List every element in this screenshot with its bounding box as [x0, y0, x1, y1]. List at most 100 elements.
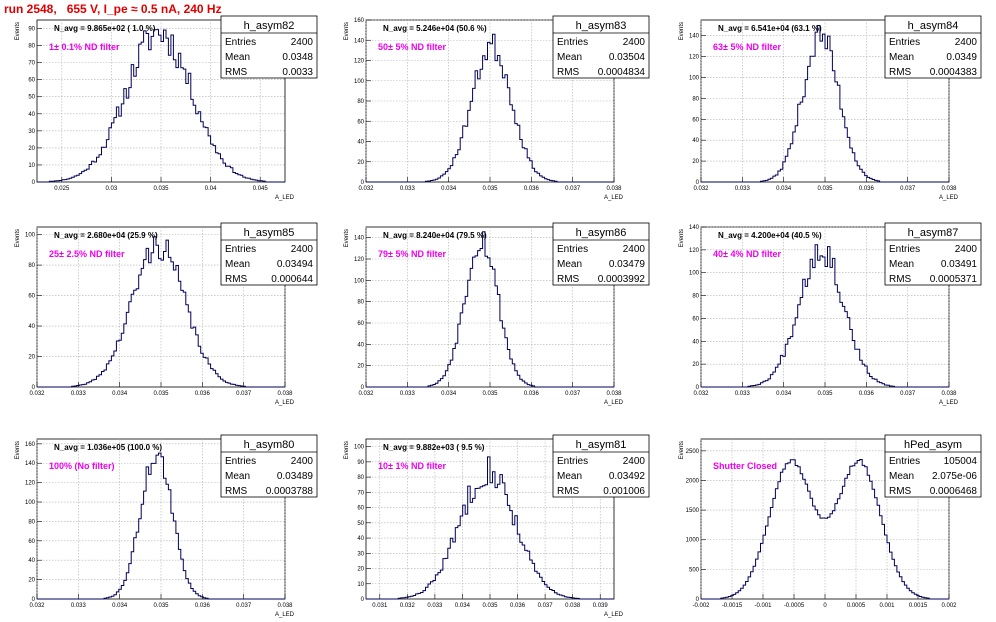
x-tick-label: 0.04	[205, 186, 217, 192]
x-axis-title: A_LED	[604, 195, 624, 201]
y-tick-label: 20	[357, 567, 364, 573]
x-tick-label: 0.035	[482, 391, 498, 397]
y-tick-label: 30	[28, 129, 35, 135]
histogram-h_asym83: 0.032 0.033 0.034 0.035 0.036 0.037 0.038 0 20 40…	[344, 15, 650, 201]
stats-mean-label: Mean	[557, 259, 582, 270]
histogram-trace	[37, 452, 285, 600]
y-tick-label: 10	[357, 582, 364, 588]
stats-rms-value: 0.0033	[282, 67, 313, 78]
stats-mean-value: 0.0349	[946, 52, 977, 63]
y-tick-label: 100	[25, 233, 36, 239]
stats-mean-value: 0.03489	[277, 471, 314, 482]
navg-label: N_avg = 5.246e+04 (50.6 %)	[383, 24, 487, 33]
x-tick-label: 0.037	[565, 186, 581, 192]
y-tick-label: 2500	[686, 449, 700, 455]
y-tick-label: 70	[357, 490, 364, 496]
y-tick-label: 100	[354, 278, 365, 284]
x-tick-label: 0.038	[277, 603, 293, 609]
x-tick-label: 0.035	[817, 186, 833, 192]
y-axis-title: Events	[679, 22, 685, 40]
stats-rms-label: RMS	[557, 486, 580, 497]
stats-entries-value: 2400	[955, 37, 978, 48]
x-tick-label: -0.0005	[784, 603, 805, 609]
y-tick-label: 40	[28, 112, 35, 118]
stats-rms-value: 0.000644	[271, 274, 313, 285]
x-tick-label: 0.0015	[909, 603, 928, 609]
stats-entries-value: 2400	[623, 244, 646, 255]
stats-entries-value: 2400	[291, 37, 314, 48]
x-tick-label: 0.035	[817, 391, 833, 397]
stats-mean-value: 0.03492	[609, 471, 646, 482]
x-tick-label: 0.035	[482, 186, 498, 192]
y-tick-label: 120	[689, 248, 700, 254]
x-tick-label: 0.032	[400, 603, 416, 609]
filter-label: 1± 0.1% ND filter	[49, 42, 120, 52]
y-tick-label: 140	[689, 225, 700, 231]
x-tick-label: 0.035	[153, 186, 169, 192]
y-tick-label: 100	[354, 445, 365, 451]
stats-box	[552, 15, 650, 79]
stats-rms-value: 0.0003788	[266, 486, 314, 497]
x-tick-label: 0.0005	[847, 603, 866, 609]
stats-box-title: h_asym85	[244, 227, 295, 239]
y-tick-label: 60	[692, 117, 699, 123]
y-tick-label: 100	[25, 500, 36, 506]
stats-rms-label: RMS	[889, 67, 912, 78]
stats-mean-label: Mean	[225, 52, 250, 63]
y-tick-label: 140	[25, 461, 36, 467]
y-tick-label: 2000	[686, 478, 700, 484]
stats-box-title: h_asym84	[908, 20, 959, 32]
filter-label: 10± 1% ND filter	[378, 461, 446, 471]
stats-mean-value: 0.03491	[941, 259, 978, 270]
x-axis-title: A_LED	[275, 612, 295, 618]
histogram-trace	[37, 236, 285, 388]
x-tick-label: 0.033	[71, 391, 87, 397]
stats-rms-label: RMS	[557, 274, 580, 285]
x-tick-label: 0.032	[29, 391, 45, 397]
y-tick-label: 60	[692, 316, 699, 322]
y-tick-label: 20	[28, 355, 35, 361]
histogram-trace	[366, 231, 614, 388]
y-tick-label: 40	[357, 342, 364, 348]
x-tick-label: 0.038	[565, 603, 581, 609]
y-axis-title: Events	[15, 441, 21, 459]
navg-label: N_avg = 4.200e+04 (40.5 %)	[718, 231, 822, 240]
x-tick-label: 0.038	[941, 186, 957, 192]
y-axis-title: Events	[344, 22, 350, 40]
y-tick-label: 90	[357, 460, 364, 466]
x-tick-label: 0.001	[879, 603, 895, 609]
y-tick-label: 0	[696, 385, 700, 391]
x-tick-label: 0.034	[455, 603, 471, 609]
histogram-trace	[701, 244, 949, 388]
stats-entries-value: 2400	[291, 456, 314, 467]
histogram-hPed_asym: -0.002 -0.0015 -0.001 -0.0005 0 0.0005 0.001 0.…	[679, 434, 982, 609]
x-tick-label: 0.035	[482, 603, 498, 609]
stats-rms-label: RMS	[225, 274, 248, 285]
stats-entries-label: Entries	[225, 37, 256, 48]
stats-box	[220, 434, 318, 498]
y-tick-label: 80	[357, 99, 364, 105]
stats-entries-label: Entries	[557, 456, 588, 467]
y-tick-label: 160	[354, 18, 365, 24]
stats-box	[884, 222, 982, 286]
filter-label: 25± 2.5% ND filter	[49, 249, 125, 259]
x-tick-label: 0.002	[941, 603, 957, 609]
stats-entries-label: Entries	[889, 37, 920, 48]
y-tick-label: 100	[689, 271, 700, 277]
y-tick-label: 20	[28, 146, 35, 152]
stats-box-title: h_asym83	[576, 20, 627, 32]
y-tick-label: 90	[28, 27, 35, 33]
y-tick-label: 40	[357, 140, 364, 146]
y-tick-label: 120	[25, 481, 36, 487]
y-axis-title: Events	[15, 229, 21, 247]
y-tick-label: 0	[361, 597, 365, 603]
y-tick-label: 10	[28, 163, 35, 169]
x-tick-label: 0.025	[54, 186, 70, 192]
filter-label: 40± 4% ND filter	[713, 249, 781, 259]
y-tick-label: 0	[696, 180, 700, 186]
x-tick-label: 0.03	[106, 186, 118, 192]
navg-label: N_avg = 2.680e+04 (25.9 %)	[54, 231, 158, 240]
stats-entries-label: Entries	[557, 37, 588, 48]
stats-mean-value: 0.03504	[609, 52, 646, 63]
